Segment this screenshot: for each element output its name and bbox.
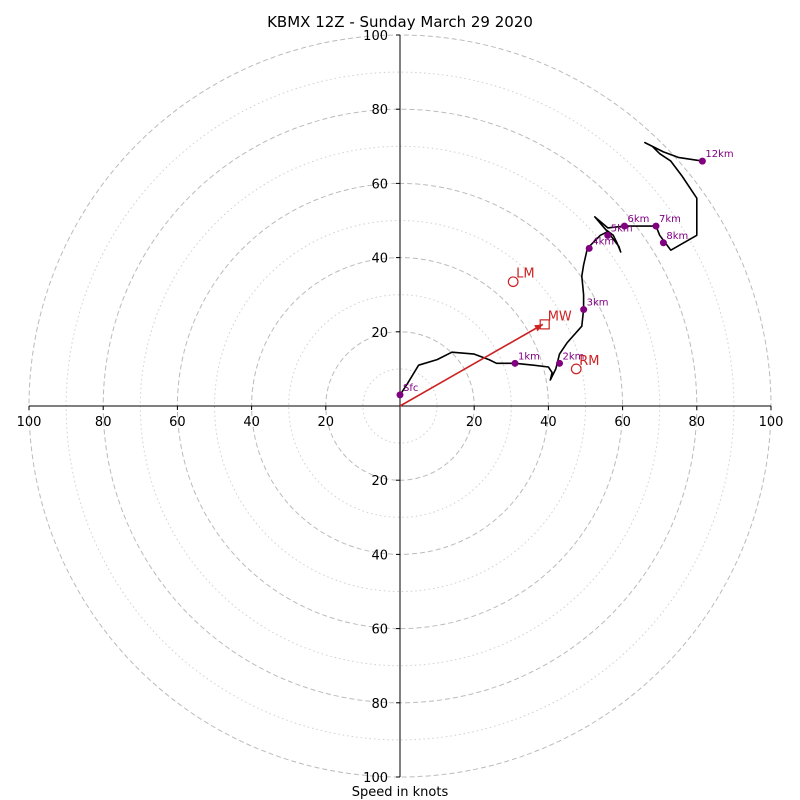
- height-marker-label: Sfc: [403, 383, 418, 394]
- y-tick-label: 40: [371, 548, 388, 563]
- height-marker: [556, 359, 564, 367]
- y-tick-label: 80: [371, 103, 388, 118]
- x-axis-label: Speed in knots: [352, 785, 449, 800]
- height-marker: [585, 244, 593, 252]
- height-marker-label: 12km: [705, 149, 733, 160]
- chart-title: KBMX 12Z - Sunday March 29 2020: [267, 13, 533, 31]
- y-tick-label: 100: [363, 29, 388, 44]
- x-tick-label: 60: [169, 415, 186, 430]
- height-marker: [659, 239, 667, 247]
- height-marker-label: 6km: [627, 214, 649, 225]
- x-tick-label: 100: [759, 415, 784, 430]
- storm-motion-markers: LM MW RM: [507, 267, 599, 375]
- x-tick-label: 20: [466, 415, 483, 430]
- x-tick-label: 80: [689, 415, 706, 430]
- y-tick-label: 60: [371, 623, 388, 638]
- y-tick-label: 100: [363, 771, 388, 786]
- hodograph-trace-layer: [399, 141, 703, 396]
- x-tick-label: 100: [17, 415, 42, 430]
- y-tick-label: 20: [371, 326, 388, 341]
- storm-motion-marker: [539, 319, 550, 330]
- tick-labels: 20 20 20 20 40 40 40 40 60 60 60 60 80 80 80 80 100 100 10…: [17, 29, 784, 786]
- x-tick-label: 40: [540, 415, 557, 430]
- height-marker-label: 3km: [587, 298, 609, 309]
- y-tick-label: 40: [371, 252, 388, 267]
- storm-motion-marker: [570, 363, 582, 375]
- mean-wind-vector-layer: [399, 323, 544, 407]
- height-marker-label: 8km: [666, 231, 688, 242]
- height-marker: [604, 231, 612, 239]
- y-tick-label: 60: [371, 177, 388, 192]
- height-marker-label: 7km: [659, 214, 681, 225]
- x-tick-label: 80: [95, 415, 112, 430]
- height-marker: [652, 222, 660, 230]
- height-marker: [396, 391, 404, 399]
- height-marker: [511, 359, 519, 367]
- height-marker-label: 5km: [611, 223, 633, 234]
- height-marker: [620, 222, 628, 230]
- height-marker-label: 2km: [563, 351, 585, 362]
- x-tick-label: 60: [614, 415, 631, 430]
- storm-motion-label: MW: [548, 309, 572, 324]
- x-tick-label: 20: [318, 415, 335, 430]
- storm-motion-label: LM: [516, 267, 534, 282]
- storm-motion-label: RM: [579, 354, 599, 369]
- x-tick-label: 40: [243, 415, 260, 430]
- y-tick-label: 80: [371, 697, 388, 712]
- mean-wind-vector: [399, 323, 544, 407]
- storm-motion-marker: [507, 276, 519, 288]
- height-marker: [698, 157, 706, 165]
- y-tick-label: 20: [371, 474, 388, 489]
- height-marker-label: 4km: [592, 236, 614, 247]
- height-marker: [580, 306, 588, 314]
- height-marker-label: 1km: [518, 351, 540, 362]
- hodograph-trace: [399, 141, 703, 396]
